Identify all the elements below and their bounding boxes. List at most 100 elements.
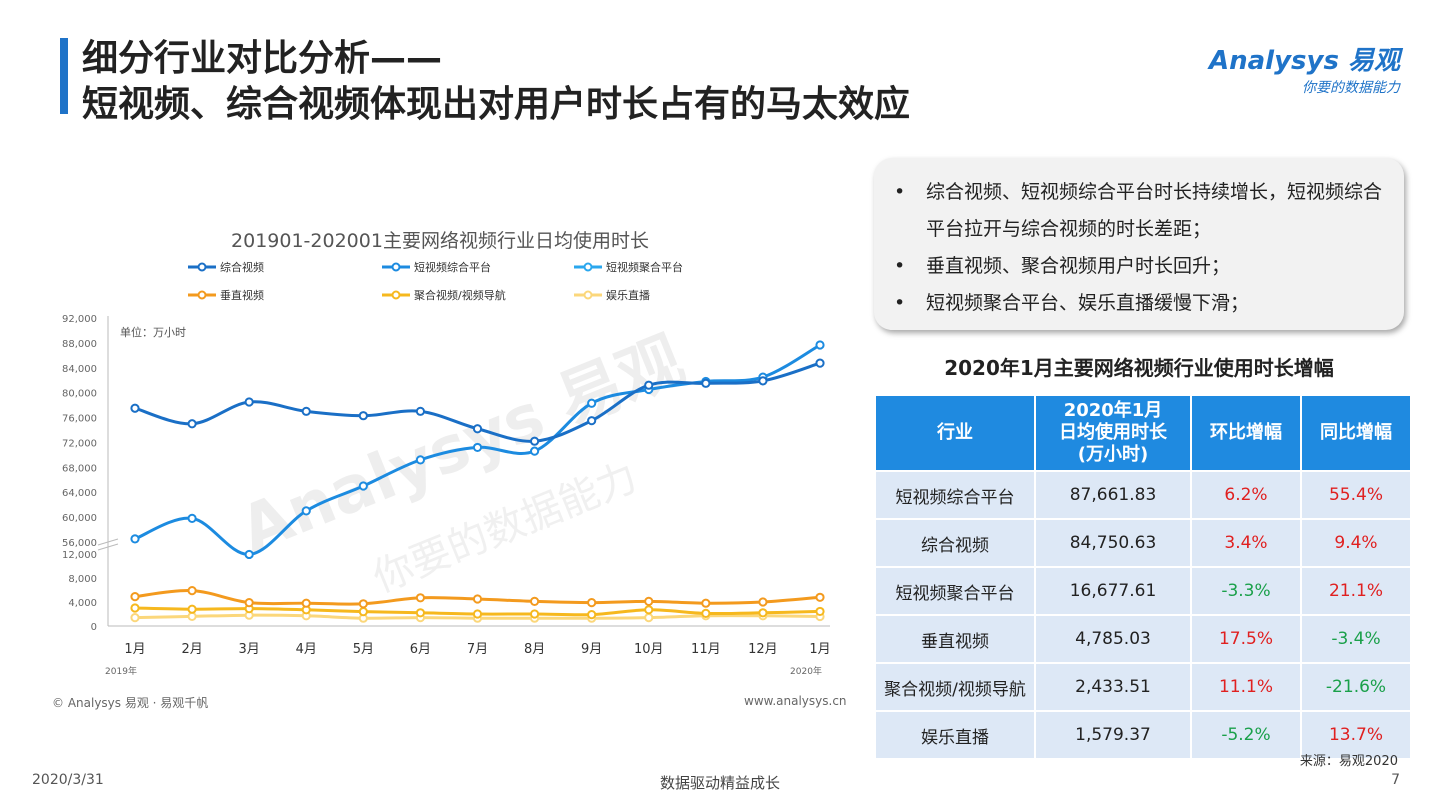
y-tick-label: 56,000	[62, 538, 97, 549]
x-tick-label: 1月	[124, 642, 145, 657]
axis-break-mark	[97, 538, 119, 546]
data-point	[244, 397, 254, 407]
cell-industry: 短视频综合平台	[876, 472, 1034, 518]
unit-label: 单位：万小时	[120, 325, 186, 339]
x-tick-label: 10月	[634, 642, 664, 657]
y-tick-label: 64,000	[62, 488, 97, 499]
brand-tagline: 你要的数据能力	[1302, 80, 1400, 96]
y-tick-label: 92,000	[62, 314, 97, 325]
bullet-marker: •	[894, 292, 906, 314]
data-point	[644, 380, 654, 390]
data-point	[587, 610, 597, 620]
table-header-duration: 2020年1月 日均使用时长 (万小时)	[1036, 396, 1190, 470]
data-point	[472, 442, 483, 453]
year-label-start: 2019年	[105, 665, 137, 677]
y-tick-label: 80,000	[62, 389, 97, 400]
year-label-end: 2020年	[790, 665, 822, 677]
data-point	[644, 605, 654, 615]
y-tick-label: 76,000	[62, 414, 97, 425]
data-point	[130, 592, 140, 602]
x-tick-label: 12月	[748, 642, 778, 657]
data-point	[187, 419, 197, 429]
cell-mom: -3.3%	[1192, 568, 1300, 614]
data-point	[815, 358, 825, 368]
data-point	[758, 608, 768, 618]
y-tick-label: 8,000	[68, 574, 97, 585]
legend-marker	[197, 290, 207, 300]
legend-marker	[391, 290, 401, 300]
data-point	[587, 398, 597, 408]
y-tick-label: 0	[91, 622, 97, 633]
data-point	[358, 607, 368, 617]
brand-logo: Analysys 易观 你要的数据能力	[1209, 40, 1400, 97]
data-point	[130, 603, 140, 613]
x-tick-label: 6月	[410, 642, 431, 657]
cell-industry: 娱乐直播	[876, 712, 1034, 758]
table-row: 垂直视频 4,785.03 17.5% -3.4%	[876, 616, 1410, 662]
data-point	[472, 609, 483, 619]
data-point	[358, 411, 368, 421]
data-point	[644, 596, 654, 606]
cell-duration: 2,433.51	[1036, 664, 1190, 710]
cell-duration: 4,785.03	[1036, 616, 1190, 662]
cell-mom: 3.4%	[1192, 520, 1300, 566]
data-point	[415, 406, 426, 416]
data-point	[187, 513, 197, 523]
page-title-line2: 短视频、综合视频体现出对用户时长占有的马太效应	[82, 84, 911, 125]
y-tick-label: 72,000	[62, 438, 97, 449]
x-tick-label: 9月	[581, 642, 602, 657]
data-point	[415, 455, 426, 465]
cell-yoy: -3.4%	[1302, 616, 1410, 662]
chart-copyright: © Analysys 易观 · 易观千帆	[52, 696, 209, 710]
page-number: 7	[1391, 772, 1400, 788]
y-tick-label: 60,000	[62, 513, 97, 524]
table-header-row: 行业 2020年1月 日均使用时长 (万小时) 环比增幅 同比增幅	[876, 396, 1410, 470]
data-point	[130, 613, 140, 623]
x-tick-label: 5月	[353, 642, 374, 657]
data-point	[244, 549, 254, 560]
cell-duration: 16,677.61	[1036, 568, 1190, 614]
table-header-yoy: 同比增幅	[1302, 396, 1410, 470]
page-title-line1: 细分行业对比分析——	[82, 38, 443, 79]
y-tick-label: 84,000	[62, 364, 97, 375]
summary-panel: • 综合视频、短视频综合平台时长持续增长，短视频综合平台拉开与综合视频的时长差距；…	[874, 158, 1404, 330]
data-point	[644, 613, 654, 623]
data-point	[472, 424, 483, 434]
bullet-marker: •	[894, 255, 906, 277]
cell-yoy: 21.1%	[1302, 568, 1410, 614]
bullet-text: 综合视频、短视频综合平台时长持续增长，短视频综合平台拉开与综合视频的时长差距；	[926, 181, 1383, 240]
x-tick-label: 4月	[296, 642, 317, 657]
data-point	[701, 608, 711, 618]
data-point	[301, 598, 311, 608]
data-point	[244, 598, 254, 608]
cell-duration: 87,661.83	[1036, 472, 1190, 518]
data-point	[529, 436, 540, 446]
legend-marker	[583, 290, 593, 300]
legend-label: 短视频聚合平台	[606, 260, 683, 274]
y-tick-label: 88,000	[62, 339, 97, 350]
data-point	[529, 609, 540, 619]
cell-industry: 垂直视频	[876, 616, 1034, 662]
cell-yoy: -21.6%	[1302, 664, 1410, 710]
data-point	[701, 598, 711, 608]
legend-marker	[391, 262, 401, 272]
legend-label: 垂直视频	[220, 288, 264, 302]
summary-bullet: • 短视频聚合平台、娱乐直播缓慢下滑；	[894, 285, 1394, 322]
data-point	[701, 378, 711, 388]
table-source: 来源：易观2020	[1299, 754, 1398, 769]
cell-duration: 84,750.63	[1036, 520, 1190, 566]
data-point	[815, 592, 825, 602]
x-tick-label: 11月	[691, 642, 721, 657]
legend-label: 综合视频	[220, 260, 264, 274]
cell-industry: 短视频聚合平台	[876, 568, 1034, 614]
data-point	[758, 376, 768, 386]
data-point	[301, 506, 311, 516]
x-tick-label: 7月	[467, 642, 488, 657]
data-point	[415, 608, 426, 618]
footer-slogan: 数据驱动精益成长	[659, 774, 780, 792]
legend-label: 聚合视频/视频导航	[414, 288, 506, 302]
y-tick-label: 12,000	[62, 550, 97, 561]
y-tick-label: 4,000	[68, 598, 97, 609]
data-point	[529, 446, 540, 456]
table-row: 聚合视频/视频导航 2,433.51 11.1% -21.6%	[876, 664, 1410, 710]
